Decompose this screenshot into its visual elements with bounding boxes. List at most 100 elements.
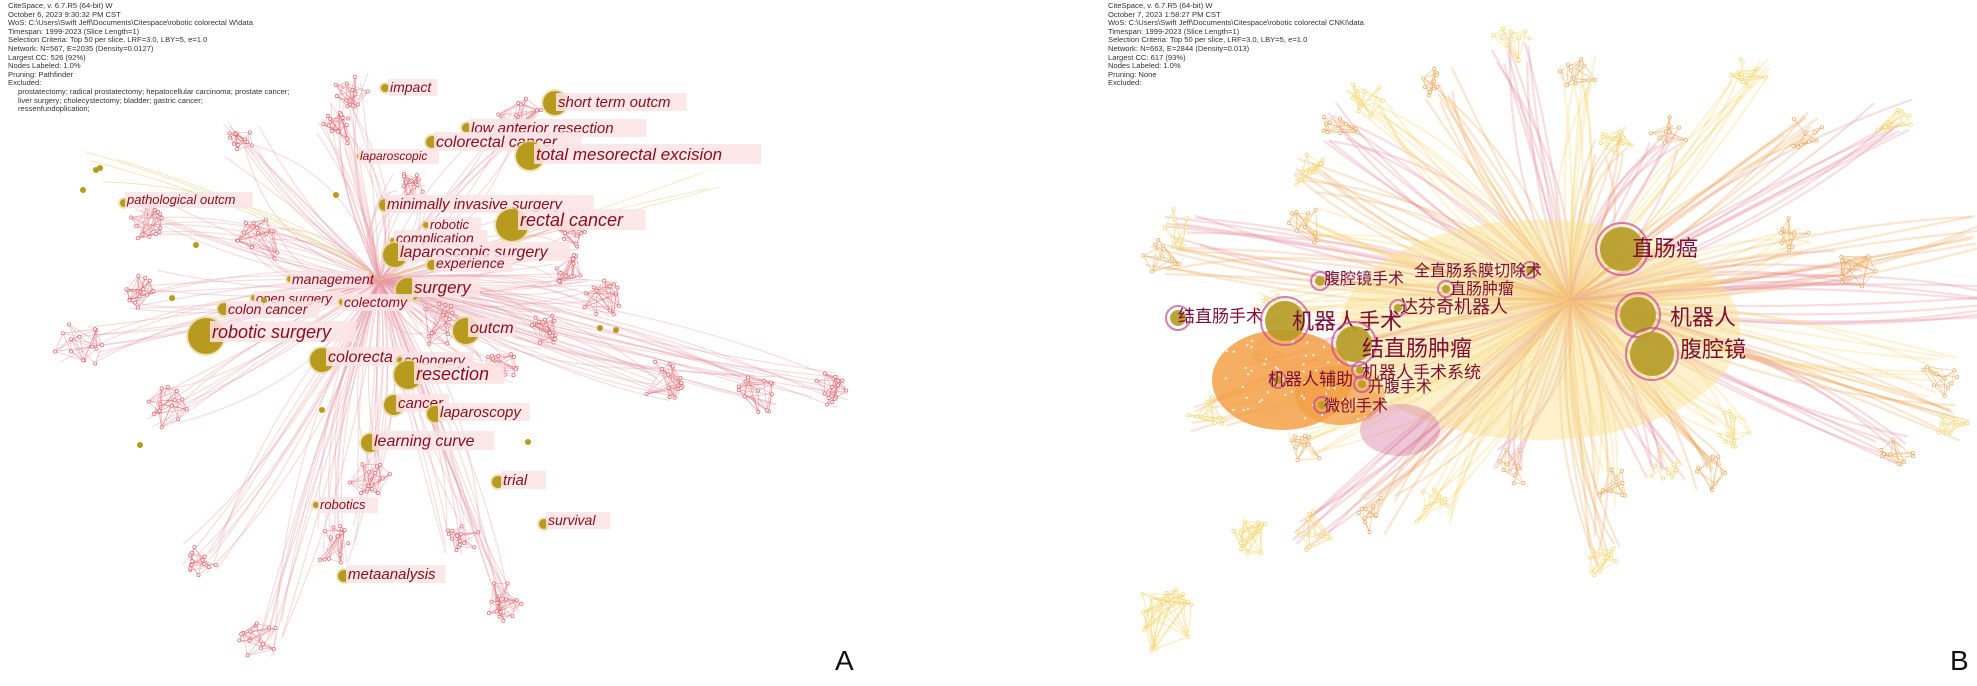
network-cluster <box>321 110 351 146</box>
keyword-node-ring <box>1625 327 1679 381</box>
edge-bundle <box>1568 124 1684 301</box>
edge-bundle <box>1558 299 1621 569</box>
keyword-label-bg <box>385 195 594 213</box>
metadata-line: October 7, 2023 1:58:27 PM CST <box>1108 9 1221 19</box>
keyword-label: experience <box>436 255 505 271</box>
edge-bundle <box>1569 58 1770 301</box>
keyword-label: 达芬奇机器人 <box>1400 297 1508 318</box>
edge-bundle <box>1554 55 1597 301</box>
keyword-label-bg <box>326 347 407 366</box>
keyword-label: 腹腔镜 <box>1680 338 1746 363</box>
keyword-node <box>1526 266 1534 274</box>
metadata-line: Excluded: <box>1108 78 1142 88</box>
network-cluster <box>1141 238 1182 274</box>
keyword-node-ring <box>1260 296 1310 346</box>
metadata-line: Largest CC: 617 (93%) <box>1108 52 1186 62</box>
keyword-label-bg <box>346 565 446 583</box>
metadata-line: October 6, 2023 9:30:32 PM CST <box>8 9 121 19</box>
keyword-node-ring <box>1353 375 1371 393</box>
network-cluster <box>124 274 156 310</box>
keyword-node <box>1442 285 1450 293</box>
edge-bundle <box>1292 299 1571 550</box>
keyword-label: 腹腔镜手术 <box>1324 269 1404 288</box>
keyword-label-bg <box>546 512 611 529</box>
network-cluster <box>1649 448 1680 481</box>
keyword-label: outcm <box>470 320 514 337</box>
edge-bundle <box>1360 299 1572 536</box>
edge-bundle <box>182 279 381 574</box>
network-cluster <box>644 359 685 400</box>
network-cluster <box>1597 467 1627 498</box>
keyword-label: learning curve <box>374 433 475 450</box>
panel-a: impact short term outcm low anterior resec… <box>0 0 880 686</box>
edge-bundle <box>1568 299 1686 481</box>
network-cluster <box>1936 414 1970 436</box>
keyword-node-ring <box>1595 222 1649 276</box>
network-cluster <box>1876 108 1913 133</box>
minor-node <box>169 295 175 301</box>
keyword-label: 微创手术 <box>1324 396 1388 415</box>
network-cluster <box>1162 207 1190 248</box>
edge-bundle <box>316 111 387 281</box>
edge-bundle <box>1490 33 1572 301</box>
metadata-line: CiteSpace, v. 6.7.R5 (64-bit) W <box>8 1 113 10</box>
network-cluster <box>486 581 524 623</box>
keyword-label: impact <box>390 79 432 95</box>
minor-node <box>319 407 325 413</box>
keyword-node <box>1356 366 1364 374</box>
keyword-label: management <box>292 271 375 287</box>
keyword-label: laparoscopy <box>440 404 522 421</box>
keyword-node <box>1600 227 1644 271</box>
network-cluster <box>736 375 775 415</box>
keyword-label: colorecta <box>328 349 393 366</box>
keyword-label: short term outcm <box>558 94 671 111</box>
minor-node <box>333 192 339 198</box>
network-cluster <box>1648 115 1688 145</box>
metadata-line: Pruning: None <box>1108 69 1157 79</box>
network-cluster <box>1294 152 1325 187</box>
network-cluster <box>479 352 519 378</box>
edge-bundle <box>1164 214 1571 302</box>
pink-cluster <box>1360 404 1440 456</box>
minor-node <box>193 242 199 248</box>
network-cluster <box>446 524 481 553</box>
metadata-line: Nodes Labeled: 1.0% <box>1108 61 1181 71</box>
network-cluster <box>1414 487 1450 524</box>
keyword-label: laparoscopic <box>360 149 427 163</box>
network-cluster <box>1587 546 1618 577</box>
keyword-label: 直肠肿瘤 <box>1450 279 1514 298</box>
keyword-node-ring <box>1165 305 1191 331</box>
metadata-line: Timespan: 1999-2023 (Slice Length=1) <box>1108 26 1240 36</box>
metadata-a: CiteSpace, v. 6.7.R5 (64-bit) W October 6… <box>8 1 289 114</box>
keyword-label-bg <box>226 301 320 318</box>
edge-bundle <box>1287 207 1571 302</box>
keyword-node <box>381 84 389 92</box>
network-cluster <box>1186 395 1227 426</box>
keyword-label-bg <box>414 363 505 384</box>
panel-b: 直肠癌 腹腔镜手术 全直肠系膜切除术 直肠肿瘤 达芬奇机器人 结直肠手术 机器人手术 机器人结… <box>1100 0 1977 686</box>
network-cluster <box>1839 254 1878 289</box>
network-cluster <box>318 524 351 565</box>
keyword-label-bg <box>501 471 546 489</box>
network-cluster <box>1350 82 1386 119</box>
network-cluster <box>1779 216 1811 253</box>
keyword-label: trial <box>503 472 528 489</box>
network-cluster <box>227 130 254 152</box>
edge-bundle <box>1144 244 1571 306</box>
keyword-node-ring <box>1389 299 1407 317</box>
edge-bundle <box>132 200 381 281</box>
metadata-excluded-line: liver surgery; cholecystectomy; bladder;… <box>18 95 203 105</box>
keyword-label-bg <box>388 79 438 96</box>
metadata-line: Nodes Labeled: 1.0% <box>8 61 81 71</box>
keyword-label: pathological outcm <box>126 192 236 207</box>
keyword-node <box>1315 276 1325 286</box>
network-cluster <box>146 384 189 430</box>
keyword-label: 直肠癌 <box>1632 237 1698 262</box>
keyword-node <box>1265 301 1305 341</box>
keyword-node <box>313 502 319 508</box>
edge-bundle <box>1569 249 1865 302</box>
keyword-label-bg <box>428 217 482 233</box>
keyword-node <box>1358 380 1366 388</box>
keyword-label: robotic <box>430 217 470 232</box>
